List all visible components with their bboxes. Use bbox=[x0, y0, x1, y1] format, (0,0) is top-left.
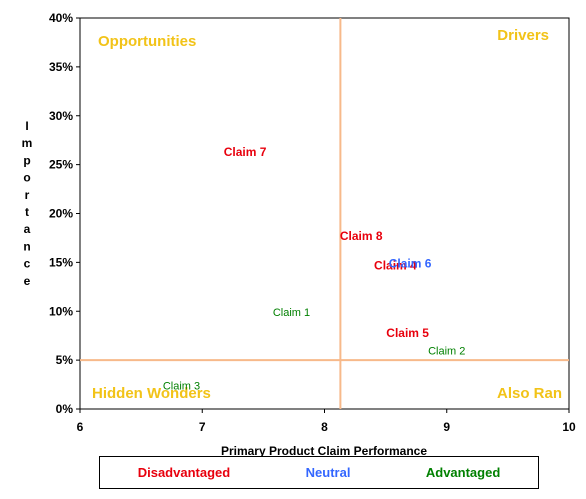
data-point-label: Claim 3 bbox=[163, 381, 200, 393]
y-tick-label: 40% bbox=[49, 11, 73, 25]
data-point-label: Claim 7 bbox=[224, 145, 267, 159]
y-tick-label: 35% bbox=[49, 60, 73, 74]
legend: Disadvantaged Neutral Advantaged bbox=[99, 456, 539, 489]
legend-entry: Advantaged bbox=[425, 465, 501, 480]
y-tick-label: 30% bbox=[49, 109, 73, 123]
y-tick-label: 5% bbox=[56, 353, 74, 367]
y-axis-title-letter: c bbox=[24, 257, 31, 271]
y-axis-title-letter: t bbox=[25, 205, 29, 219]
legend-entry: Disadvantaged bbox=[137, 465, 231, 480]
y-tick-label: 25% bbox=[49, 158, 73, 172]
y-tick-label: 15% bbox=[49, 255, 73, 269]
data-point-label: Claim 1 bbox=[273, 307, 310, 319]
y-tick-label: 0% bbox=[56, 402, 74, 416]
y-tick-label: 20% bbox=[49, 207, 73, 221]
data-point-label: Claim 8 bbox=[340, 229, 383, 243]
data-point-label: Claim 2 bbox=[428, 345, 465, 357]
x-tick-label: 7 bbox=[199, 420, 206, 434]
y-axis-title-letter: r bbox=[25, 188, 30, 202]
data-point-label: Claim 6 bbox=[389, 256, 432, 270]
x-axis-title: Primary Product Claim Performance bbox=[221, 444, 427, 458]
y-axis-title-letter: a bbox=[24, 222, 31, 236]
x-tick-label: 8 bbox=[321, 420, 328, 434]
data-point-label: Claim 5 bbox=[386, 326, 429, 340]
quadrant-label-also-ran: Also Ran bbox=[497, 385, 562, 402]
y-axis-title-letter: m bbox=[22, 136, 33, 150]
x-tick-label: 9 bbox=[443, 420, 450, 434]
y-axis-title-letter: I bbox=[25, 119, 28, 133]
plot-area bbox=[79, 17, 570, 410]
y-axis-title-letter: n bbox=[23, 239, 30, 253]
data-point-label: Claim 4 bbox=[374, 258, 417, 272]
y-axis-title-letter: o bbox=[23, 171, 30, 185]
quadrant-label-drivers: Drivers bbox=[497, 27, 549, 44]
x-tick-label: 10 bbox=[562, 420, 576, 434]
quadrant-label-hidden-wonders: Hidden Wonders bbox=[92, 385, 211, 402]
legend-entry: Neutral bbox=[305, 465, 351, 480]
quadrant-label-opportunities: Opportunities bbox=[98, 33, 196, 50]
x-tick-label: 6 bbox=[77, 420, 84, 434]
y-axis-title-letter: e bbox=[24, 274, 31, 288]
y-tick-label: 10% bbox=[49, 304, 73, 318]
y-axis-title-letter: p bbox=[23, 153, 30, 167]
